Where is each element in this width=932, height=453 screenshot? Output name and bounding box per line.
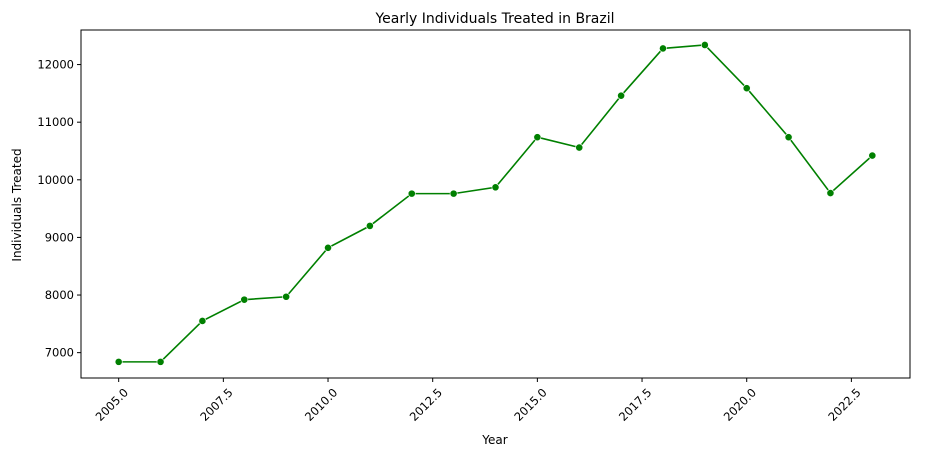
- y-tick-label: 9000: [45, 230, 74, 244]
- data-point: [365, 221, 374, 230]
- data-point: [491, 183, 500, 192]
- x-tick-label: 2020.0: [721, 385, 759, 423]
- x-tick-label: 2012.5: [407, 385, 445, 423]
- data-point: [324, 243, 332, 252]
- data-point: [575, 143, 584, 152]
- x-tick-label: 2017.5: [616, 385, 654, 423]
- data-point: [826, 189, 835, 197]
- data-point: [282, 292, 291, 301]
- data-point: [198, 317, 207, 325]
- x-tick-label: 2022.5: [825, 385, 863, 423]
- data-point: [868, 151, 877, 160]
- data-point: [784, 133, 793, 142]
- data-point: [700, 41, 709, 49]
- data-point: [114, 357, 123, 366]
- data-point: [156, 357, 165, 366]
- series-line: [118, 44, 873, 363]
- x-tick-label: 2005.0: [93, 385, 131, 423]
- y-tick-label: 8000: [45, 288, 74, 302]
- plot-frame: [80, 29, 911, 379]
- data-point: [617, 91, 626, 100]
- y-axis-label: Individuals Treated: [10, 148, 24, 261]
- data-point: [533, 133, 542, 142]
- chart-title: Yearly Individuals Treated in Brazil: [374, 11, 614, 27]
- y-tick-label: 7000: [45, 346, 74, 360]
- x-axis-label: Year: [481, 433, 507, 447]
- data-point: [240, 295, 249, 304]
- data-point: [742, 84, 751, 93]
- plot-area: 7000 8000 9000 10000 11000 12000 2005.0 2007.5 2…: [37, 29, 911, 424]
- y-tick-label: 10000: [37, 173, 74, 187]
- data-point: [659, 44, 667, 53]
- x-tick-label: 2015.0: [511, 385, 549, 423]
- data-point: [449, 189, 458, 198]
- x-tick-label: 2007.5: [197, 385, 235, 423]
- data-point: [407, 189, 416, 198]
- y-tick-label: 11000: [37, 115, 74, 129]
- x-tick-label: 2010.0: [302, 385, 340, 423]
- y-tick-label: 12000: [37, 58, 74, 72]
